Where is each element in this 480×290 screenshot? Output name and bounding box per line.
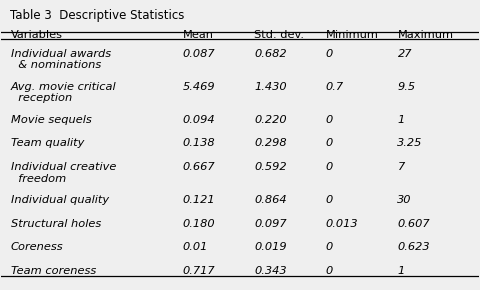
Text: Avg. movie critical
  reception: Avg. movie critical reception bbox=[11, 82, 117, 104]
Text: 0.013: 0.013 bbox=[326, 219, 359, 229]
Text: Maximum: Maximum bbox=[397, 30, 454, 40]
Text: Movie sequels: Movie sequels bbox=[11, 115, 92, 125]
Text: 0.864: 0.864 bbox=[254, 195, 287, 205]
Text: 3.25: 3.25 bbox=[397, 138, 423, 148]
Text: 0: 0 bbox=[326, 195, 333, 205]
Text: 0.019: 0.019 bbox=[254, 242, 287, 252]
Text: 0.592: 0.592 bbox=[254, 162, 287, 172]
Text: 0: 0 bbox=[326, 138, 333, 148]
Text: 0.717: 0.717 bbox=[183, 266, 216, 275]
Text: Structural holes: Structural holes bbox=[11, 219, 101, 229]
Text: 0.667: 0.667 bbox=[183, 162, 216, 172]
Text: 9.5: 9.5 bbox=[397, 82, 416, 92]
Text: 0: 0 bbox=[326, 115, 333, 125]
Text: 0.121: 0.121 bbox=[183, 195, 216, 205]
Text: Individual awards
  & nominations: Individual awards & nominations bbox=[11, 49, 111, 70]
Text: Individual creative
  freedom: Individual creative freedom bbox=[11, 162, 116, 184]
Text: Variables: Variables bbox=[11, 30, 63, 40]
Text: Minimum: Minimum bbox=[326, 30, 379, 40]
Text: 0.087: 0.087 bbox=[183, 49, 216, 59]
Text: 0.7: 0.7 bbox=[326, 82, 344, 92]
Text: 0.220: 0.220 bbox=[254, 115, 287, 125]
Text: 0.01: 0.01 bbox=[183, 242, 208, 252]
Text: 0: 0 bbox=[326, 49, 333, 59]
Text: 0.623: 0.623 bbox=[397, 242, 430, 252]
Text: Coreness: Coreness bbox=[11, 242, 63, 252]
Text: 1.430: 1.430 bbox=[254, 82, 287, 92]
Text: 0.138: 0.138 bbox=[183, 138, 216, 148]
Text: 0: 0 bbox=[326, 162, 333, 172]
Text: 0.343: 0.343 bbox=[254, 266, 287, 275]
Text: 0.298: 0.298 bbox=[254, 138, 287, 148]
Text: 30: 30 bbox=[397, 195, 412, 205]
Text: 0.607: 0.607 bbox=[397, 219, 430, 229]
Text: 0.682: 0.682 bbox=[254, 49, 287, 59]
Text: 0: 0 bbox=[326, 242, 333, 252]
Text: 7: 7 bbox=[397, 162, 405, 172]
Text: 1: 1 bbox=[397, 266, 405, 275]
Text: Individual quality: Individual quality bbox=[11, 195, 109, 205]
Text: 5.469: 5.469 bbox=[183, 82, 216, 92]
Text: 0.180: 0.180 bbox=[183, 219, 216, 229]
Text: Table 3  Descriptive Statistics: Table 3 Descriptive Statistics bbox=[10, 9, 184, 22]
Text: 0.094: 0.094 bbox=[183, 115, 216, 125]
Text: Mean: Mean bbox=[183, 30, 214, 40]
Text: Team coreness: Team coreness bbox=[11, 266, 96, 275]
Text: Std. dev.: Std. dev. bbox=[254, 30, 304, 40]
Text: 1: 1 bbox=[397, 115, 405, 125]
Text: Team quality: Team quality bbox=[11, 138, 84, 148]
Text: 27: 27 bbox=[397, 49, 412, 59]
Text: 0: 0 bbox=[326, 266, 333, 275]
Text: 0.097: 0.097 bbox=[254, 219, 287, 229]
